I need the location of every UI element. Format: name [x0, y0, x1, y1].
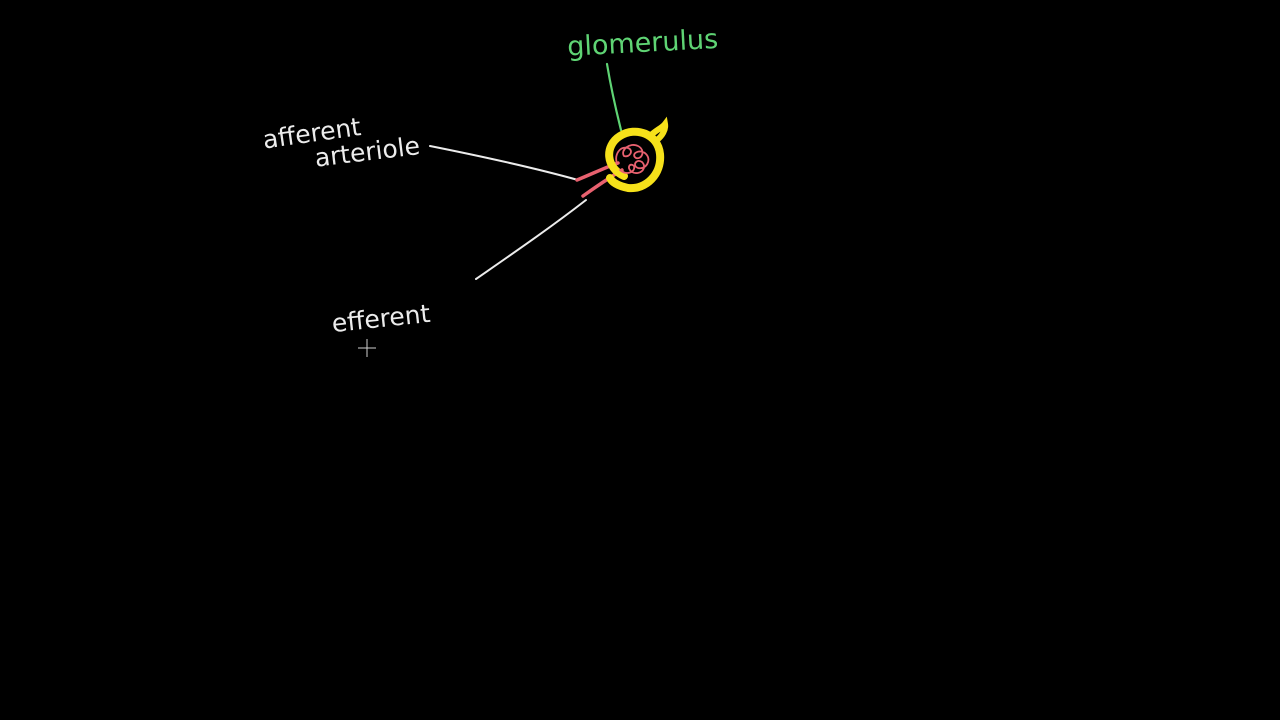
crosshair-cursor-icon [358, 339, 376, 357]
efferent-pointer-line [475, 199, 587, 280]
capillary-tuft [615, 144, 650, 174]
bowmans-capsule-tail [647, 116, 669, 143]
glomerulus-drawing [575, 116, 669, 198]
glomerulus-pointer-line [605, 62, 623, 132]
bowmans-capsule [605, 127, 665, 193]
afferent-pointer-line [429, 145, 579, 181]
